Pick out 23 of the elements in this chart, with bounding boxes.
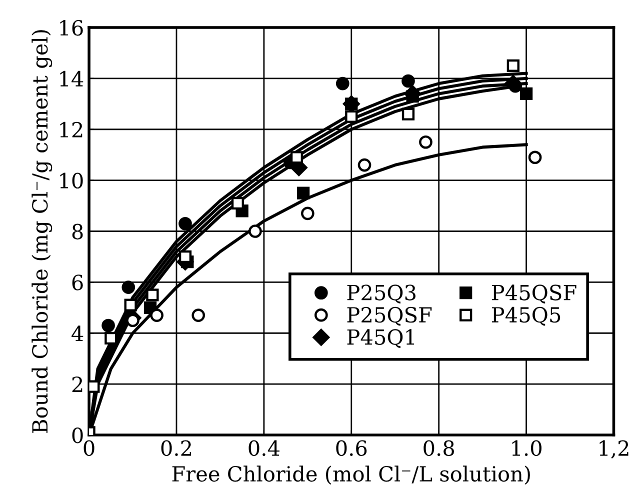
- x-tick-label: 1.0: [512, 440, 542, 456]
- y-tick-label: 0: [72, 427, 83, 444]
- x-tick-label: 1,2: [600, 440, 628, 459]
- y-tick-label: 4: [72, 326, 84, 342]
- y-tick-label: 2: [72, 376, 82, 392]
- legend-label: P45QSF: [492, 284, 576, 304]
- x-tick-label: 0: [84, 440, 94, 456]
- legend-label: P45Q5: [492, 306, 560, 326]
- legend-label: P25QSF: [347, 306, 432, 326]
- legend-label: P25Q3: [347, 284, 416, 304]
- y-tick-label: 8: [72, 224, 83, 240]
- x-tick-label: 0.8: [424, 440, 454, 456]
- y-tick-label: 16: [60, 20, 83, 36]
- y-tick-label: 14: [60, 70, 84, 86]
- x-tick-label: 0.2: [161, 440, 192, 456]
- x-tick-label: 0.6: [336, 440, 367, 456]
- legend-label: P45Q1: [347, 329, 414, 348]
- y-tick-label: 6: [72, 274, 83, 290]
- y-tick-label: 12: [60, 122, 82, 138]
- x-axis-title: Free Chloride (mol Cl⁻/L solution): [172, 466, 530, 485]
- y-axis-title: Bound Chloride (mg Cl⁻/g cement gel): [32, 30, 52, 433]
- y-tick-label: 10: [60, 172, 83, 189]
- x-tick-label: 0.4: [248, 440, 280, 456]
